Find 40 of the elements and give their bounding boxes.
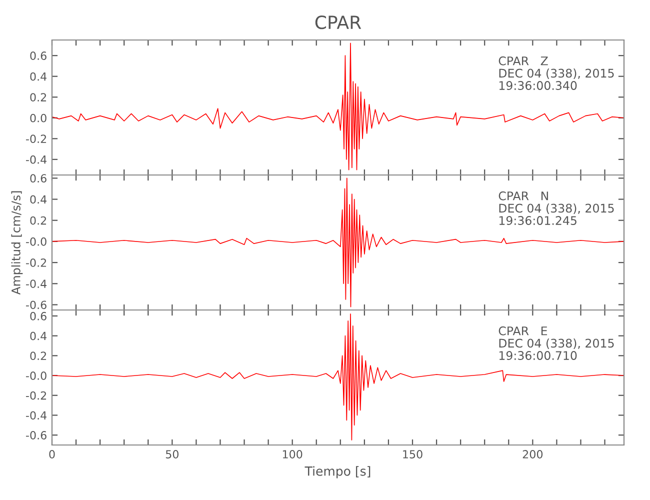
y-tick-label: -0.4 (26, 411, 47, 420)
x-tick-label: 100 (282, 450, 302, 458)
y-tick-label: -0.2 (26, 134, 46, 144)
annotation: DEC 04 (338), 2015 (499, 338, 614, 350)
y-tick-label: 0.6 (30, 52, 46, 60)
y-tick-label: 0.2 (30, 216, 46, 225)
y-tick-label: 0.2 (30, 352, 46, 360)
annotation: DEC 04 (338), 2015 (499, 68, 614, 80)
annotation: CPAR N (498, 191, 548, 200)
annotation: DEC 04 (338), 2015 (499, 204, 614, 214)
annotation: CPAR E (498, 326, 548, 336)
annotation: 19:36:00.340 (499, 81, 577, 90)
y-tick-label: -0.6 (26, 431, 46, 440)
annotation: 19:36:01.245 (499, 216, 576, 225)
y-tick-label: 0.4 (30, 195, 47, 204)
x-tick-label: 150 (403, 450, 422, 458)
y-tick-label: -0.4 (26, 280, 47, 288)
line-series (52, 178, 624, 308)
chart-title: CPAR (315, 15, 362, 30)
line-series (52, 42, 624, 170)
y-tick-label: -0.4 (26, 155, 47, 164)
y-axis-title: Amplitud [cm/s/s] (11, 191, 23, 295)
y-tick-label: 0.2 (30, 93, 46, 102)
y-tick-label: -0.0 (26, 371, 46, 380)
annotation: 19:36:00.710 (499, 351, 577, 360)
y-tick-label: 0.4 (30, 72, 47, 81)
y-tick-label: -0.0 (26, 237, 46, 246)
y-tick-label: 0.0 (30, 114, 46, 122)
x-tick-label: 50 (166, 450, 178, 458)
y-tick-label: -0.2 (26, 391, 46, 400)
y-tick-label: -0.2 (26, 258, 46, 267)
x-axis-title: Tiempo [s] (304, 466, 370, 478)
y-tick-label: 0.6 (30, 312, 46, 320)
x-tick-label: 0 (49, 450, 55, 458)
annotation: CPAR Z (498, 56, 548, 66)
y-tick-label: 0.4 (30, 332, 47, 340)
y-tick-label: -0.6 (26, 300, 46, 310)
y-tick-label: 0.6 (30, 174, 46, 183)
x-tick-label: 200 (522, 450, 543, 458)
line-series (52, 314, 624, 440)
